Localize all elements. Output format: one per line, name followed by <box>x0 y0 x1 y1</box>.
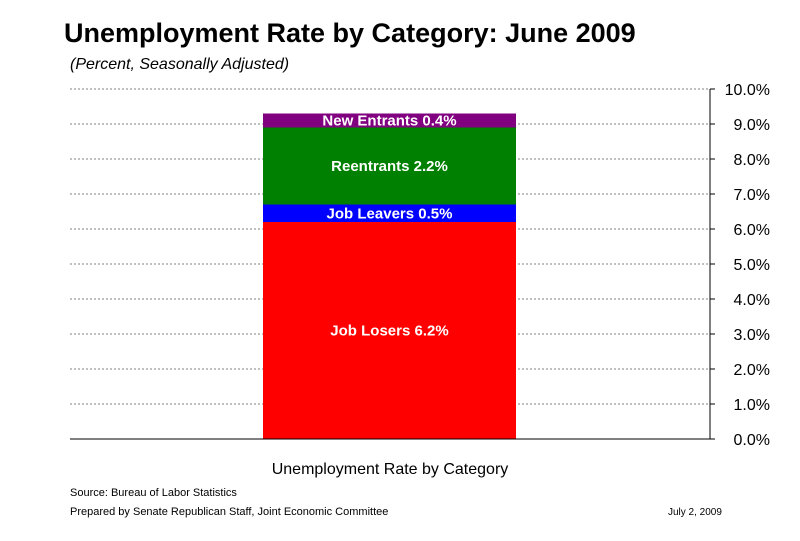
y-tick-label: 1.0% <box>734 397 770 414</box>
y-tick-label: 9.0% <box>734 117 770 134</box>
segment-label-new-entrants: New Entrants 0.4% <box>322 113 456 130</box>
y-tick-label: 7.0% <box>734 187 770 204</box>
y-tick-label: 5.0% <box>734 257 770 274</box>
bar-segment-reentrants <box>263 127 516 205</box>
y-tick-label: 2.0% <box>734 362 770 379</box>
y-tick-label: 3.0% <box>734 327 770 344</box>
date-note: July 2, 2009 <box>668 507 722 518</box>
bar-segment-job-leavers <box>263 204 516 222</box>
y-tick-label: 0.0% <box>734 432 770 449</box>
axes <box>70 88 715 440</box>
y-tick-labels: 0.0% 1.0% 2.0% 3.0% 4.0% 5.0% 6.0% 7.0% 8.0% 9.0%… <box>725 82 770 449</box>
chart-title: Unemployment Rate by Category: June 2009 <box>64 18 636 48</box>
chart-subtitle: (Percent, Seasonally Adjusted) <box>70 56 290 73</box>
y-tick-label: 6.0% <box>734 222 770 239</box>
x-axis-label: Unemployment Rate by Category <box>272 461 509 478</box>
bar-segment-new-entrants <box>263 113 516 128</box>
bar-segment-job-losers <box>263 222 516 439</box>
y-tick-label: 4.0% <box>734 292 770 309</box>
segment-label-reentrants: Reentrants 2.2% <box>331 158 448 175</box>
stacked-bar: Job Losers 6.2% Job Leavers 0.5% Reentrant… <box>263 113 516 439</box>
y-tick-label: 8.0% <box>734 152 770 169</box>
segment-label-job-losers: Job Losers 6.2% <box>330 323 448 340</box>
source-note: Source: Bureau of Labor Statistics <box>70 487 237 499</box>
segment-label-job-leavers: Job Leavers 0.5% <box>327 205 453 222</box>
y-tick-label: 10.0% <box>725 82 770 99</box>
prepared-by-note: Prepared by Senate Republican Staff, Joi… <box>70 506 389 518</box>
